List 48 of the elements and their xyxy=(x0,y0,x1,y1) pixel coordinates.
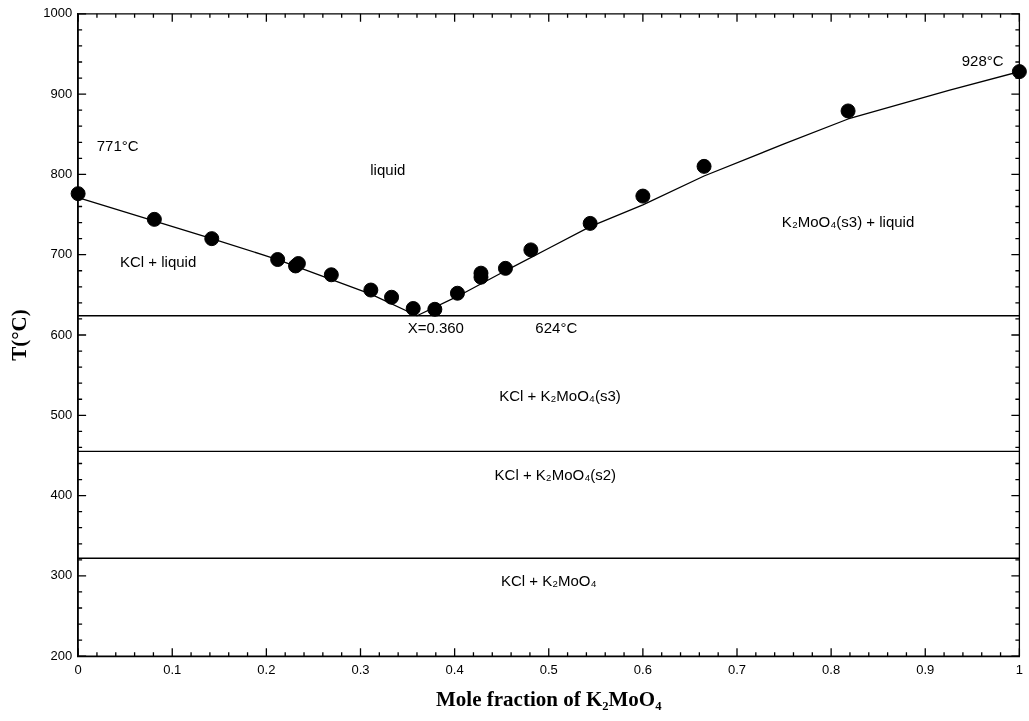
x-axis-title: Mole fraction of K₂MoO₄ xyxy=(436,686,663,711)
annotation: liquid xyxy=(370,160,406,178)
y-tick-label: 400 xyxy=(50,487,73,503)
point xyxy=(204,231,220,247)
x-tick-label: 0.9 xyxy=(916,661,935,677)
x-tick-label: 0.5 xyxy=(539,661,558,677)
x-tick-label: 0.8 xyxy=(822,661,841,677)
y-tick-label: 800 xyxy=(50,165,73,181)
annotation: KCl + K₂MoO₄ xyxy=(500,572,597,590)
point xyxy=(146,211,162,227)
y-tick-label: 200 xyxy=(50,647,73,663)
annotation: 771°C xyxy=(96,136,139,154)
y-tick-label: 600 xyxy=(50,326,73,342)
point xyxy=(523,242,539,258)
x-tick-label: 0.3 xyxy=(351,661,370,677)
y-tick-label: 300 xyxy=(50,567,73,583)
annotation: 624°C xyxy=(535,318,578,336)
point xyxy=(323,267,339,283)
point xyxy=(696,158,712,174)
x-tick-label: 0.1 xyxy=(163,661,182,677)
point xyxy=(384,289,400,305)
x-tick-label: 0.7 xyxy=(727,661,747,677)
y-tick-label: 700 xyxy=(50,246,73,262)
annotation: KCl + liquid xyxy=(119,252,197,270)
y-tick-label: 900 xyxy=(50,85,73,101)
y-tick-label: 500 xyxy=(50,406,73,422)
point xyxy=(840,103,856,119)
point xyxy=(1011,64,1027,80)
y-tick-label: 1000 xyxy=(43,5,73,21)
annotation: K₂MoO₄(s3) + liquid xyxy=(781,213,915,231)
x-tick-label: 1 xyxy=(1015,661,1023,677)
annotation: KCl + K₂MoO₄(s3) xyxy=(499,386,621,404)
annotation: KCl + K₂MoO₄(s2) xyxy=(494,465,617,483)
point xyxy=(270,252,286,268)
annotation: 928°C xyxy=(961,52,1004,70)
point xyxy=(405,301,421,316)
point xyxy=(449,285,465,301)
y-axis-title: T(°C) xyxy=(7,309,32,361)
x-tick-label: 0.4 xyxy=(445,661,464,677)
x-tick-label: 0.6 xyxy=(633,661,652,677)
annotation: X=0.360 xyxy=(407,318,464,336)
point xyxy=(427,301,443,317)
point xyxy=(582,215,598,231)
point xyxy=(363,282,379,298)
point xyxy=(635,188,651,204)
x-tick-label: 0 xyxy=(74,661,82,677)
point xyxy=(497,260,513,276)
x-tick-label: 0.2 xyxy=(257,661,276,677)
